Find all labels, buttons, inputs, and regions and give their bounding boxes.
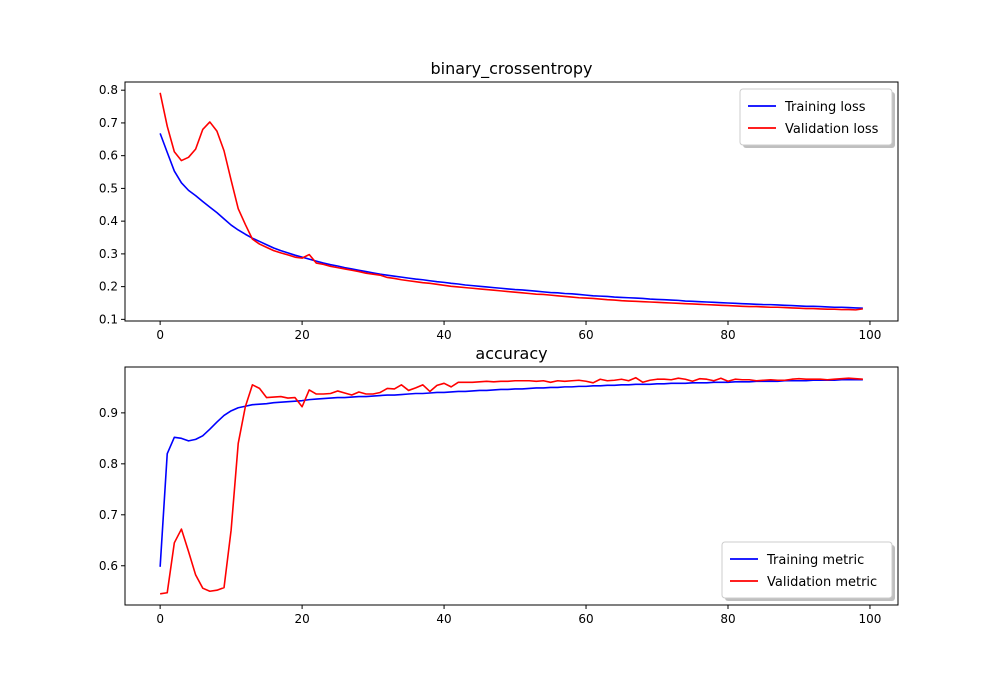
series-line-validation-metric <box>160 376 863 595</box>
y-tick-label: 0.3 <box>99 247 118 261</box>
legend-label: Training loss <box>784 100 866 115</box>
legend-label: Training metric <box>766 553 864 568</box>
x-tick-label: 40 <box>436 612 451 626</box>
x-tick-label: 80 <box>720 612 735 626</box>
x-tick-label: 80 <box>720 328 735 342</box>
y-tick-label: 0.8 <box>99 83 118 97</box>
series-line-validation-loss <box>159 92 863 311</box>
x-tick-label: 60 <box>578 328 593 342</box>
x-tick-label: 60 <box>578 612 593 626</box>
x-tick-label: 40 <box>436 328 451 342</box>
legend-label: Validation loss <box>785 122 879 137</box>
chart-title: binary_crossentropy <box>431 59 593 79</box>
legend-box <box>739 88 893 146</box>
y-tick-label: 0.6 <box>99 559 118 573</box>
legend-box <box>721 541 893 599</box>
series-line-training-loss <box>159 133 863 310</box>
plot-frame <box>124 81 899 322</box>
y-tick-label: 0.4 <box>99 214 118 228</box>
y-tick-label: 0.1 <box>99 312 118 326</box>
x-tick-label: 0 <box>156 328 164 342</box>
plot-frame <box>124 366 899 606</box>
y-tick-label: 0.7 <box>99 508 118 522</box>
legend: Training metric Validation metric <box>721 541 895 601</box>
y-tick-label: 0.6 <box>99 149 118 163</box>
y-tick-label: 0.5 <box>99 181 118 195</box>
legend: Training loss Validation loss <box>739 88 895 148</box>
y-tick-label: 0.9 <box>99 406 118 420</box>
x-tick-label: 20 <box>294 328 309 342</box>
accuracy-chart: accuracy 0 20 40 60 80 100 0.6 0.7 0.8 0.9 Training… <box>99 344 899 626</box>
loss-chart: binary_crossentropy 0 20 40 60 80 100 0.1 0.2 0.3… <box>99 59 899 342</box>
x-tick-label: 100 <box>859 328 882 342</box>
series-line-training-metric <box>159 378 863 567</box>
chart-title: accuracy <box>475 344 547 363</box>
y-tick-label: 0.2 <box>99 280 118 294</box>
legend-label: Validation metric <box>767 575 877 590</box>
y-tick-label: 0.7 <box>99 116 118 130</box>
y-tick-label: 0.8 <box>99 457 118 471</box>
x-tick-label: 20 <box>294 612 309 626</box>
x-tick-label: 100 <box>859 612 882 626</box>
x-tick-label: 0 <box>156 612 164 626</box>
